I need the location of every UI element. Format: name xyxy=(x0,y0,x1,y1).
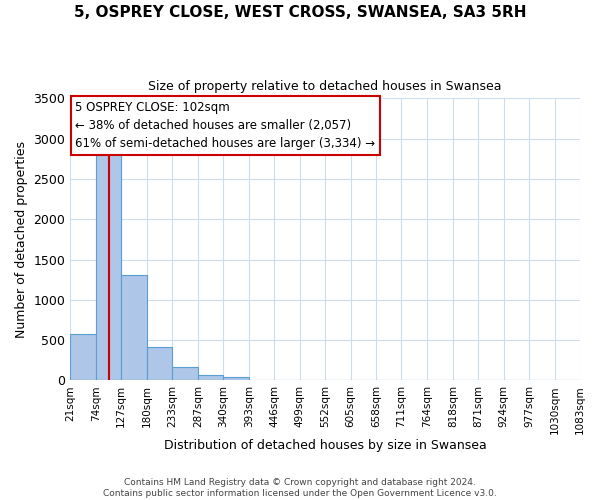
X-axis label: Distribution of detached houses by size in Swansea: Distribution of detached houses by size … xyxy=(164,440,487,452)
Bar xyxy=(96,145,121,380)
Bar xyxy=(198,375,223,380)
Bar xyxy=(121,275,146,380)
Bar xyxy=(70,334,96,380)
Title: Size of property relative to detached houses in Swansea: Size of property relative to detached ho… xyxy=(148,80,502,93)
Text: Contains HM Land Registry data © Crown copyright and database right 2024.
Contai: Contains HM Land Registry data © Crown c… xyxy=(103,478,497,498)
Bar xyxy=(146,347,172,380)
Y-axis label: Number of detached properties: Number of detached properties xyxy=(15,141,28,338)
Text: 5, OSPREY CLOSE, WEST CROSS, SWANSEA, SA3 5RH: 5, OSPREY CLOSE, WEST CROSS, SWANSEA, SA… xyxy=(74,5,526,20)
Bar xyxy=(223,377,249,380)
Bar xyxy=(172,367,198,380)
Text: 5 OSPREY CLOSE: 102sqm
← 38% of detached houses are smaller (2,057)
61% of semi-: 5 OSPREY CLOSE: 102sqm ← 38% of detached… xyxy=(76,101,376,150)
